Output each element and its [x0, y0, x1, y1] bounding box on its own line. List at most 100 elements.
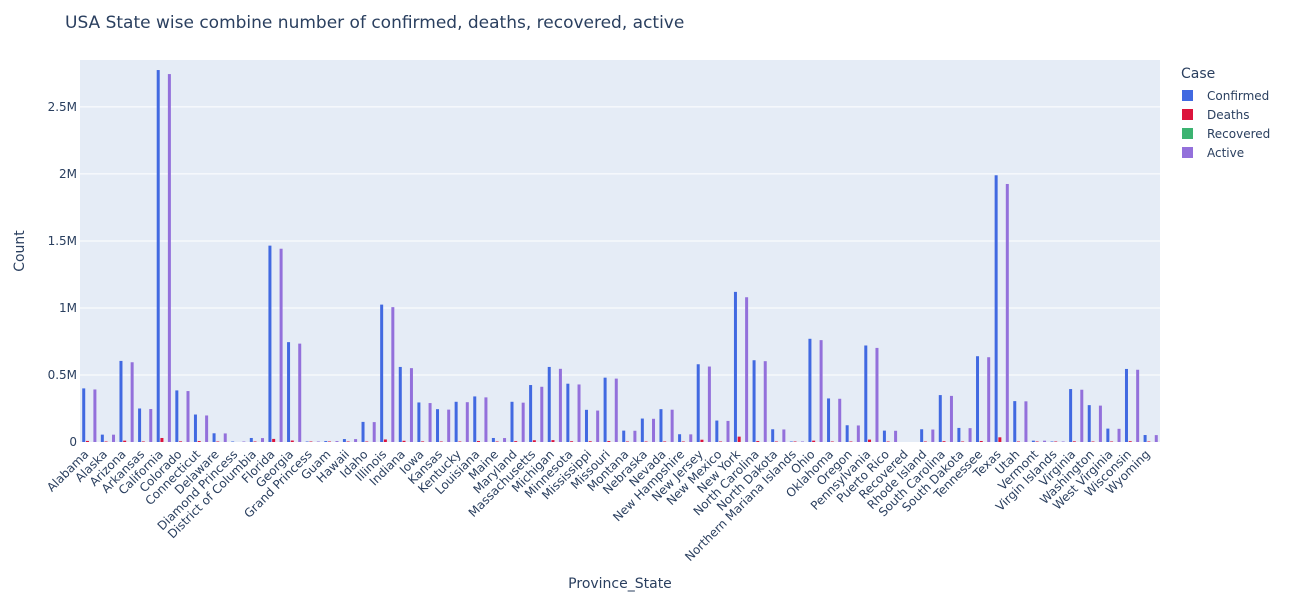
bar-confirmed [342, 439, 346, 442]
bar-deaths [160, 437, 164, 442]
bar-deaths [979, 440, 983, 442]
bar-deaths [216, 441, 220, 442]
bar-deaths [644, 441, 648, 442]
legend-label: Active [1207, 145, 1245, 160]
bar-active [726, 420, 730, 442]
y-tick-label: 2M [59, 167, 77, 181]
bar-confirmed [473, 396, 477, 442]
bar-active [707, 366, 711, 442]
bar-active [558, 368, 562, 442]
bar-confirmed [678, 434, 682, 442]
bar-confirmed [249, 437, 253, 442]
bar-confirmed [566, 383, 570, 442]
bar-active [1005, 183, 1009, 443]
bar-confirmed [882, 430, 886, 442]
bar-confirmed [1069, 389, 1073, 442]
legend-swatch [1182, 147, 1193, 158]
bar-active [949, 395, 953, 442]
bar-deaths [179, 441, 183, 442]
bar-active [409, 368, 413, 442]
bar-active [540, 386, 544, 442]
bar-confirmed [1050, 441, 1054, 442]
x-axis-title: Province_State [568, 576, 672, 592]
bar-deaths [272, 438, 276, 442]
legend-item[interactable]: Deaths [1181, 105, 1270, 124]
bar-active [819, 340, 823, 442]
bar-deaths [830, 441, 834, 442]
bar-active [614, 378, 618, 442]
bar-active [335, 441, 339, 442]
bar-deaths [383, 439, 387, 442]
bar-confirmed [920, 429, 924, 442]
bar-confirmed [529, 385, 533, 442]
bar-confirmed [1124, 368, 1128, 442]
bar-deaths [812, 440, 816, 442]
bar-confirmed [1106, 428, 1110, 442]
legend-item[interactable]: Confirmed [1181, 86, 1270, 105]
bar-confirmed [752, 360, 756, 442]
bar-deaths [570, 441, 574, 442]
bar-confirmed [268, 245, 272, 442]
bar-deaths [886, 441, 890, 442]
bar-confirmed [287, 342, 291, 442]
bar-deaths [532, 440, 536, 442]
bar-active [1136, 369, 1140, 442]
bar-confirmed [1013, 401, 1017, 442]
bar-active [1024, 401, 1028, 442]
bar-confirmed [491, 437, 495, 442]
bar-deaths [607, 441, 611, 442]
bar-deaths [495, 441, 499, 442]
legend-item[interactable]: Recovered [1181, 124, 1270, 143]
bar-active [316, 441, 320, 442]
bar-active [354, 439, 358, 442]
bar-active [298, 343, 302, 442]
bar-deaths [868, 439, 872, 442]
bar-deaths [700, 439, 704, 442]
bar-active [93, 389, 97, 442]
bar-deaths [588, 441, 592, 442]
bar-deaths [1054, 441, 1058, 442]
legend-item[interactable]: Active [1181, 143, 1270, 162]
bar-confirmed [454, 401, 458, 442]
bar-confirmed [193, 414, 197, 442]
bar-active [130, 362, 134, 442]
bar-confirmed [119, 360, 123, 442]
bar-active [279, 248, 283, 442]
bar-deaths [514, 441, 518, 442]
bar-active [894, 430, 898, 442]
bar-deaths [1072, 441, 1076, 442]
bar-deaths [141, 441, 145, 442]
bar-confirmed [808, 338, 812, 442]
bar-active [521, 402, 525, 442]
bar-deaths [998, 437, 1002, 442]
y-tick-label: 0.5M [48, 368, 77, 382]
bar-deaths [942, 441, 946, 442]
bar-active [465, 402, 469, 442]
bar-deaths [104, 441, 108, 442]
legend-label: Confirmed [1207, 88, 1270, 103]
bar-active [372, 422, 376, 442]
bar-active [968, 428, 972, 442]
bar-deaths [1016, 441, 1020, 442]
bar-confirmed [100, 434, 104, 442]
bar-deaths [309, 441, 313, 442]
bar-active [987, 357, 991, 442]
y-axis-title: Count [12, 230, 28, 272]
bar-confirmed [715, 420, 719, 442]
legend-label: Recovered [1207, 126, 1271, 141]
bar-deaths [290, 440, 294, 442]
bar-deaths [737, 436, 741, 442]
bar-active [428, 403, 432, 442]
bar-confirmed [771, 429, 775, 442]
bar-deaths [719, 441, 723, 442]
bar-deaths [1110, 441, 1114, 442]
bar-active [503, 438, 507, 442]
bar-deaths [756, 441, 760, 442]
bar-active [1154, 435, 1158, 442]
bar-confirmed [696, 364, 700, 442]
bar-active [484, 397, 488, 442]
bar-confirmed [938, 395, 942, 442]
bar-deaths [1147, 441, 1151, 442]
bar-confirmed [510, 401, 514, 442]
bar-deaths [458, 441, 462, 442]
